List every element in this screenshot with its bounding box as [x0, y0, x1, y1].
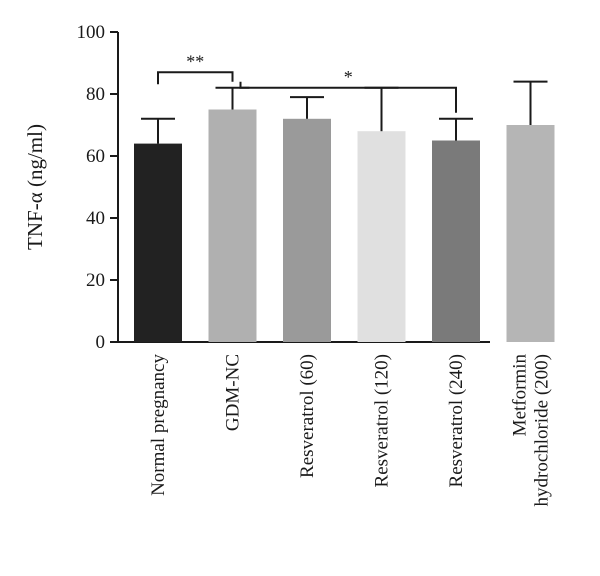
significance-label: * [344, 67, 353, 87]
x-tick-label: Normal pregnancy [148, 354, 169, 496]
significance-label: ** [186, 51, 204, 71]
x-tick-label: Resveratrol (60) [297, 354, 318, 478]
bar [506, 125, 555, 342]
bars [134, 109, 555, 342]
x-tick-label: Metforminhydrochloride (200) [510, 354, 553, 507]
bar [432, 140, 480, 342]
bar [208, 109, 257, 342]
bar [283, 118, 331, 342]
x-tick-labels: Normal pregnancy GDM-NC Resveratrol (60) Re… [148, 354, 553, 507]
x-tick-label: Resveratrol (120) [372, 354, 393, 487]
y-tick-label: 40 [86, 208, 105, 229]
error-bars [141, 80, 548, 144]
bar [134, 143, 182, 342]
x-tick-label: GDM-NC [223, 354, 244, 431]
y-tick-label: 20 [86, 270, 105, 291]
y-tick-label: 100 [77, 22, 106, 43]
significance-bracket [239, 81, 457, 113]
y-tick-label: 80 [86, 84, 105, 105]
y-ticks: 0 20 40 60 80 100 [77, 22, 118, 353]
significance-brackets: *** [157, 51, 457, 113]
x-tick-label: Resveratrol (240) [446, 354, 467, 487]
y-axis-title: TNF-α (ng/ml) [23, 124, 47, 250]
y-tick-label: 0 [96, 332, 106, 353]
significance-bracket [157, 71, 234, 85]
y-tick-label: 60 [86, 146, 105, 167]
bar [357, 131, 406, 342]
